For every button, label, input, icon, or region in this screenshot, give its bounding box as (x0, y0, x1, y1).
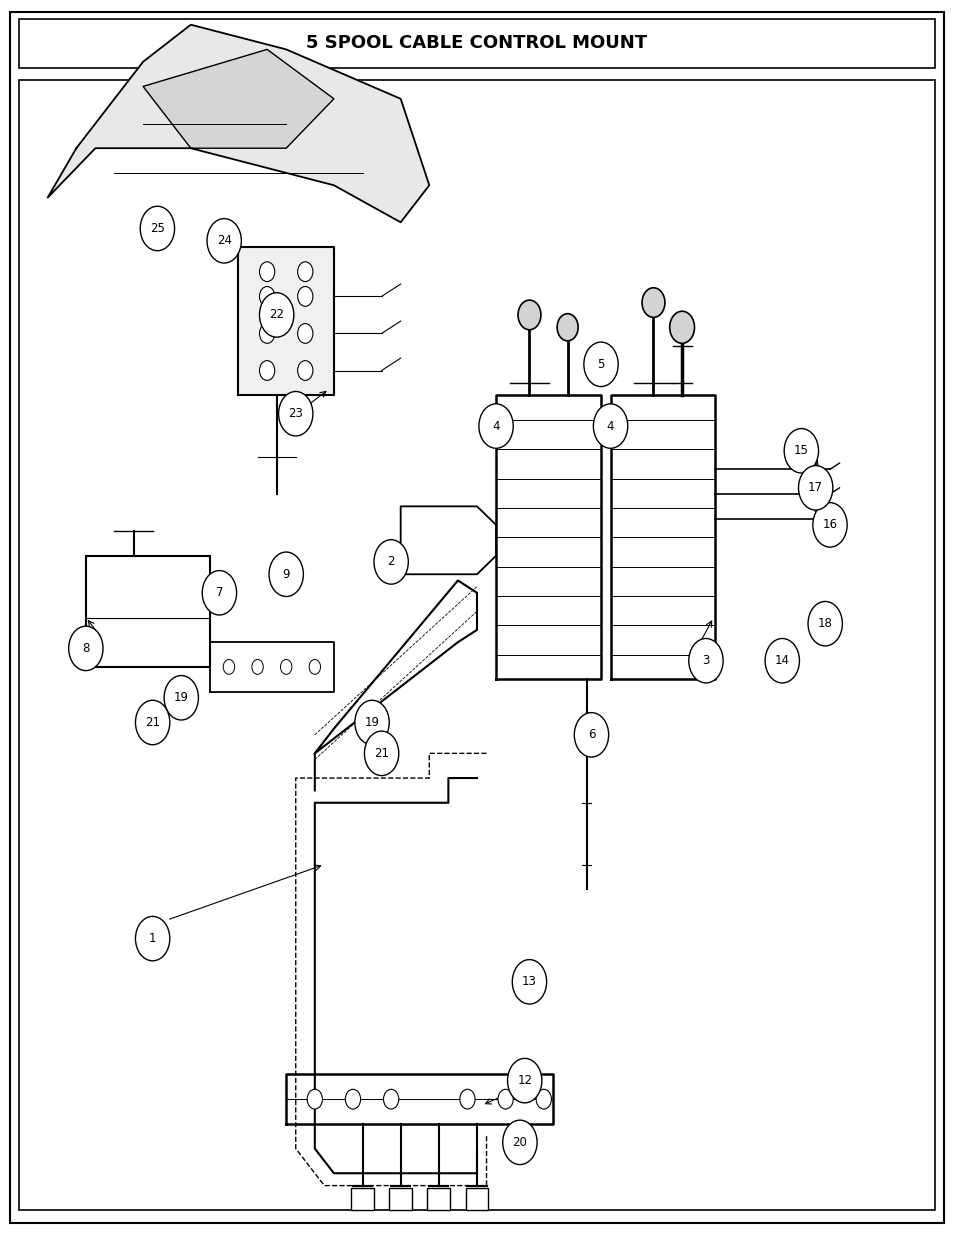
Circle shape (297, 287, 313, 306)
Text: 24: 24 (216, 235, 232, 247)
Circle shape (783, 429, 818, 473)
Circle shape (512, 960, 546, 1004)
Bar (427, 1188, 450, 1210)
Circle shape (135, 916, 170, 961)
Text: 5 SPOOL CABLE CONTROL MOUNT: 5 SPOOL CABLE CONTROL MOUNT (306, 35, 647, 52)
Circle shape (259, 324, 274, 343)
Circle shape (593, 404, 627, 448)
Circle shape (309, 659, 320, 674)
Circle shape (478, 404, 513, 448)
Polygon shape (143, 49, 334, 148)
Polygon shape (48, 25, 429, 222)
Text: 6: 6 (587, 729, 595, 741)
Text: 22: 22 (269, 309, 284, 321)
Text: 18: 18 (817, 618, 832, 630)
Circle shape (278, 391, 313, 436)
Text: 9: 9 (282, 568, 290, 580)
Circle shape (374, 540, 408, 584)
Circle shape (223, 659, 234, 674)
Bar (351, 1188, 374, 1210)
Circle shape (207, 219, 241, 263)
Text: 14: 14 (774, 655, 789, 667)
Circle shape (812, 503, 846, 547)
Circle shape (202, 571, 236, 615)
Circle shape (259, 293, 294, 337)
Text: 4: 4 (606, 420, 614, 432)
Circle shape (517, 300, 540, 330)
Text: 16: 16 (821, 519, 837, 531)
Circle shape (164, 676, 198, 720)
Circle shape (297, 262, 313, 282)
Bar (19, 19, 934, 68)
Circle shape (641, 288, 664, 317)
Text: 19: 19 (173, 692, 189, 704)
Circle shape (259, 361, 274, 380)
Circle shape (297, 361, 313, 380)
Circle shape (135, 700, 170, 745)
Circle shape (259, 262, 274, 282)
Circle shape (307, 1089, 322, 1109)
Bar (465, 1188, 488, 1210)
Circle shape (798, 466, 832, 510)
Circle shape (669, 311, 694, 343)
Text: 21: 21 (145, 716, 160, 729)
Circle shape (364, 731, 398, 776)
Circle shape (297, 324, 313, 343)
Circle shape (574, 713, 608, 757)
Bar (86, 556, 210, 667)
Circle shape (807, 601, 841, 646)
Circle shape (280, 659, 292, 674)
Text: 21: 21 (374, 747, 389, 760)
Polygon shape (238, 247, 334, 395)
Circle shape (69, 626, 103, 671)
Circle shape (557, 314, 578, 341)
Text: 5: 5 (597, 358, 604, 370)
Circle shape (497, 1089, 513, 1109)
Circle shape (140, 206, 174, 251)
Bar (389, 1188, 412, 1210)
Text: 20: 20 (512, 1136, 527, 1149)
Text: 25: 25 (150, 222, 165, 235)
Text: 3: 3 (701, 655, 709, 667)
Text: 15: 15 (793, 445, 808, 457)
Text: 19: 19 (364, 716, 379, 729)
Text: 4: 4 (492, 420, 499, 432)
Circle shape (355, 700, 389, 745)
Circle shape (502, 1120, 537, 1165)
Circle shape (688, 638, 722, 683)
Circle shape (583, 342, 618, 387)
Circle shape (345, 1089, 360, 1109)
Text: 12: 12 (517, 1074, 532, 1087)
Text: 7: 7 (215, 587, 223, 599)
Text: 1: 1 (149, 932, 156, 945)
Circle shape (252, 659, 263, 674)
Circle shape (507, 1058, 541, 1103)
Text: 8: 8 (82, 642, 90, 655)
Circle shape (536, 1089, 551, 1109)
Circle shape (383, 1089, 398, 1109)
Circle shape (259, 287, 274, 306)
Text: 17: 17 (807, 482, 822, 494)
Text: 13: 13 (521, 976, 537, 988)
Circle shape (459, 1089, 475, 1109)
Circle shape (764, 638, 799, 683)
Circle shape (269, 552, 303, 597)
Text: 23: 23 (288, 408, 303, 420)
Text: 2: 2 (387, 556, 395, 568)
